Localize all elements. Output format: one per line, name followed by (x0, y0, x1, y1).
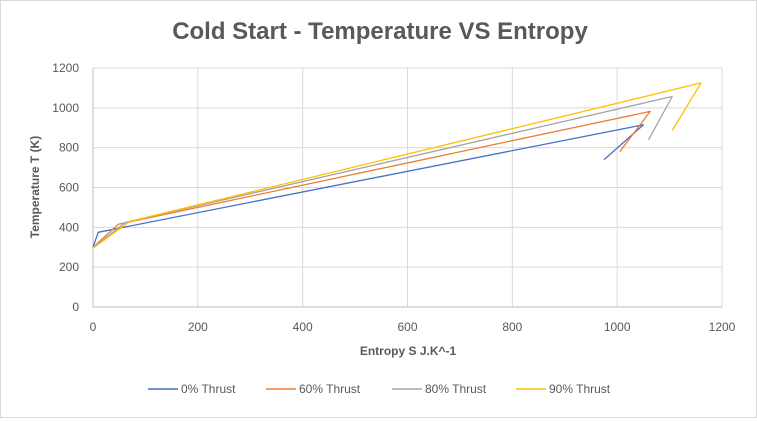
y-tick-labels: 0 200 400 600 800 1000 1200 (52, 61, 79, 314)
axes (92, 68, 722, 308)
legend: 0% Thrust 60% Thrust 80% Thrust 90% Thrust (148, 382, 611, 396)
x-tick-label: 200 (188, 320, 208, 334)
gridlines (92, 67, 723, 308)
chart-title: Cold Start - Temperature VS Entropy (172, 18, 588, 45)
series-line-80-thrust (92, 95, 673, 248)
legend-label: 90% Thrust (549, 382, 611, 396)
legend-label: 80% Thrust (425, 382, 487, 396)
y-axis-title: Temperature T (K) (28, 136, 42, 238)
x-tick-label: 1200 (709, 320, 736, 334)
x-tick-label: 1000 (604, 320, 631, 334)
series-lines (92, 82, 702, 249)
series-line-60-thrust (92, 110, 651, 248)
x-tick-label: 600 (397, 320, 417, 334)
x-axis-title: Entropy S J.K^-1 (360, 344, 457, 358)
y-tick-label: 1000 (52, 101, 79, 115)
legend-label: 0% Thrust (181, 382, 236, 396)
y-tick-label: 0 (72, 300, 79, 314)
y-tick-label: 800 (59, 141, 79, 155)
series-line-0-thrust (92, 124, 645, 248)
series-line-90-thrust (92, 82, 702, 249)
legend-label: 60% Thrust (299, 382, 361, 396)
x-tick-label: 400 (293, 320, 313, 334)
x-tick-labels: 0 200 400 600 800 1000 1200 (90, 320, 736, 334)
y-tick-label: 200 (59, 260, 79, 274)
y-tick-label: 400 (59, 220, 79, 234)
x-tick-label: 0 (90, 320, 97, 334)
y-tick-label: 1200 (52, 61, 79, 75)
x-tick-label: 800 (502, 320, 522, 334)
y-tick-label: 600 (59, 181, 79, 195)
